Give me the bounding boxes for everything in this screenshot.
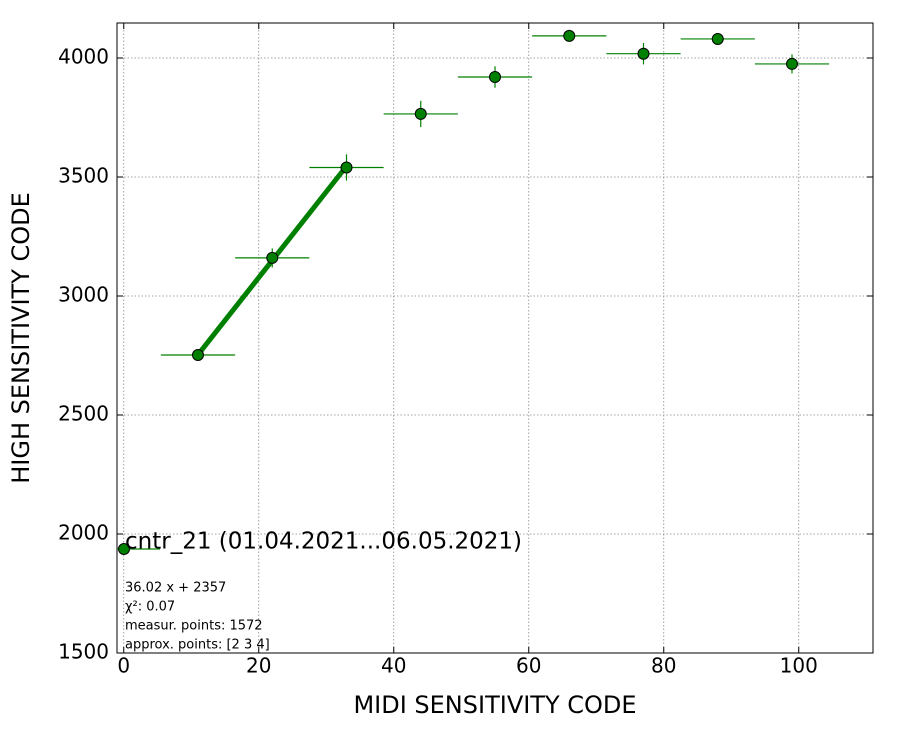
legend-label: cntr_21 (01.04.2021...06.05.2021) (125, 529, 522, 555)
annotation: approx. points: [2 3 4] (125, 638, 270, 653)
y-tick-label: 2000 (58, 520, 109, 544)
x-tick-label: 80 (651, 654, 676, 678)
x-tick-label: 100 (780, 654, 818, 678)
data-point (489, 71, 501, 84)
data-point (340, 161, 353, 174)
data-point (637, 47, 650, 60)
data-point (414, 107, 427, 120)
y-axis-label: HIGH SENSITIVITY CODE (7, 192, 35, 484)
legend-marker (118, 543, 130, 555)
y-tick-label: 3000 (58, 282, 109, 306)
data-point (192, 349, 204, 362)
y-tick-label: 4000 (58, 44, 109, 68)
data-point (266, 251, 279, 264)
x-tick-label: 20 (246, 654, 271, 678)
y-tick-label: 1500 (58, 640, 109, 664)
annotation: measur. points: 1572 (125, 619, 263, 634)
x-tick-label: 40 (381, 654, 406, 678)
annotation: χ²: 0.07 (125, 600, 175, 615)
annotation: 36.02 x + 2357 (125, 581, 226, 596)
x-tick-label: 0 (117, 654, 130, 678)
y-tick-label: 2500 (58, 401, 109, 425)
y-tick-label: 3500 (58, 163, 109, 187)
data-point (711, 32, 724, 45)
plot-frame (116, 22, 874, 654)
x-tick-label: 60 (516, 654, 541, 678)
x-axis-label: MIDI SENSITIVITY CODE (353, 691, 636, 719)
data-point (563, 29, 576, 42)
data-point (786, 57, 798, 70)
